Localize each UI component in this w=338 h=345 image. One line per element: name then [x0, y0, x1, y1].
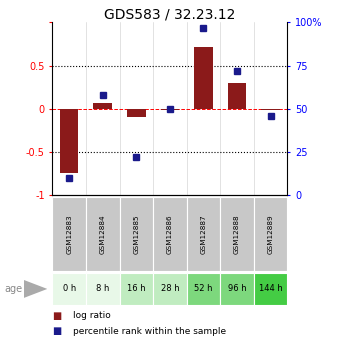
Text: 0 h: 0 h [63, 284, 76, 294]
Bar [187, 197, 220, 271]
Bar [220, 197, 254, 271]
Text: percentile rank within the sample: percentile rank within the sample [73, 327, 226, 336]
Bar [86, 197, 120, 271]
Text: ■: ■ [52, 326, 62, 336]
Text: GSM12883: GSM12883 [66, 214, 72, 254]
Text: 52 h: 52 h [194, 284, 213, 294]
Bar [153, 197, 187, 271]
Bar [120, 273, 153, 305]
Bar [153, 273, 187, 305]
Bar [86, 273, 120, 305]
Text: 96 h: 96 h [228, 284, 246, 294]
Bar [194, 47, 213, 109]
Text: 28 h: 28 h [161, 284, 179, 294]
Bar [220, 273, 254, 305]
Text: log ratio: log ratio [73, 311, 111, 320]
Text: GSM12884: GSM12884 [100, 214, 106, 254]
Title: GDS583 / 32.23.12: GDS583 / 32.23.12 [104, 7, 236, 21]
Bar [94, 102, 112, 109]
Bar [120, 197, 153, 271]
Text: 16 h: 16 h [127, 284, 146, 294]
Text: GSM12886: GSM12886 [167, 214, 173, 254]
Bar [161, 109, 179, 110]
Bar [187, 273, 220, 305]
Bar [254, 197, 287, 271]
Text: 144 h: 144 h [259, 284, 282, 294]
Text: 8 h: 8 h [96, 284, 110, 294]
Bar [52, 197, 86, 271]
Text: GSM12888: GSM12888 [234, 214, 240, 254]
Bar [127, 109, 146, 117]
Text: GSM12887: GSM12887 [200, 214, 207, 254]
Bar [60, 109, 78, 173]
Bar [228, 83, 246, 109]
Polygon shape [24, 280, 47, 298]
Bar [52, 273, 86, 305]
Bar [261, 109, 280, 110]
Text: GSM12889: GSM12889 [267, 214, 273, 254]
Text: age: age [4, 284, 22, 294]
Bar [254, 273, 287, 305]
Text: ■: ■ [52, 311, 62, 321]
Text: GSM12885: GSM12885 [133, 214, 139, 254]
